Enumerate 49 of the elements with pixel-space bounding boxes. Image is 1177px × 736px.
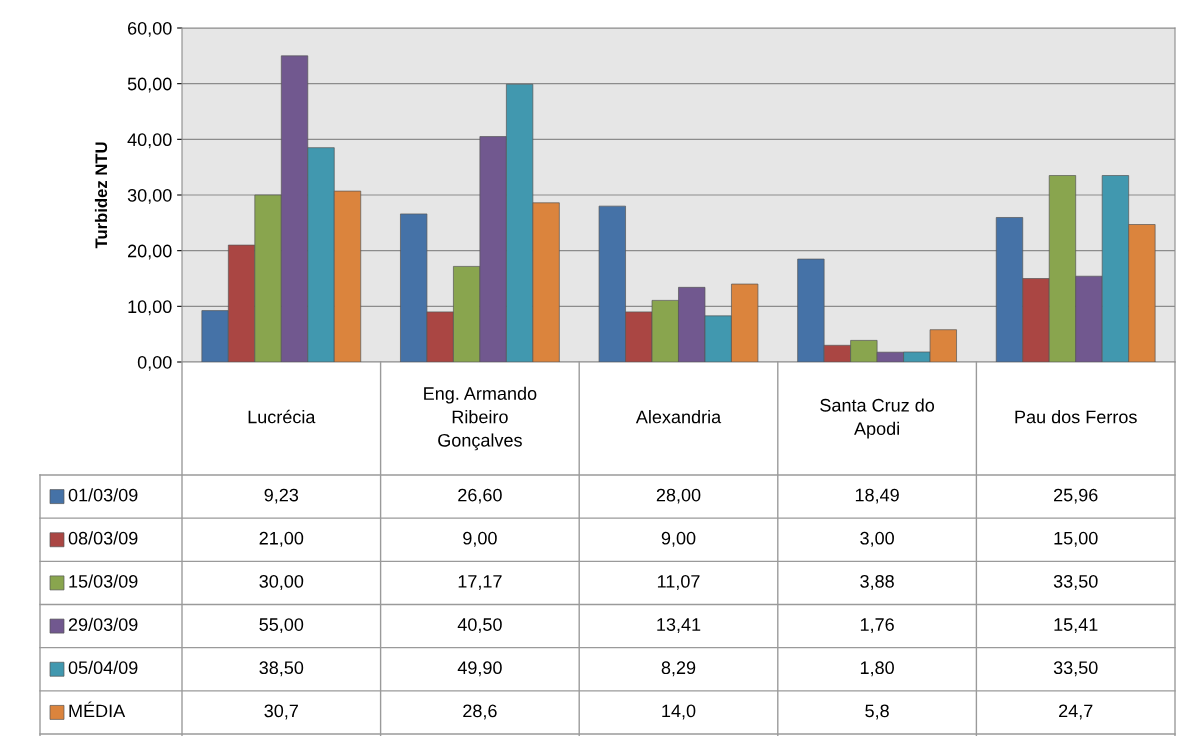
y-tick-label: 10,00 [128,300,172,316]
data-label: 9,23 [264,488,299,504]
data-label: 18,49 [855,488,899,504]
x-tick-label: Lucrécia [248,409,316,424]
y-tick-label: 30,00 [127,188,172,204]
x-tick-label: Eng. Armando Ribeiro Gonçalves [424,386,537,451]
x-tick-label: Alexandria [635,410,722,424]
legend-label: 15/03/09 [69,574,138,588]
data-label: 25,96 [1054,488,1098,504]
data-label: 9,00 [661,531,696,547]
legend-label: 08/03/09 [68,531,138,545]
data-label: 21,00 [259,531,304,547]
y-axis-title: Turbidez NTU [94,142,108,249]
data-label: 5,8 [865,704,889,720]
data-label: 15,00 [1054,531,1098,547]
data-label: 30,00 [259,574,304,590]
y-tick-label: 20,00 [128,244,172,260]
data-label: 3,00 [860,531,894,547]
data-label: 9,00 [463,531,497,547]
data-label: 3,88 [860,574,894,590]
y-tick-label: 50,00 [127,77,172,93]
data-label: 1,76 [860,618,894,634]
data-label: 49,90 [457,661,502,677]
data-label: 17,17 [458,575,502,590]
y-tick-label: 40,00 [127,133,172,149]
x-tick-label: Santa Cruz do Apodi [820,398,935,439]
data-label: 28,6 [463,704,497,720]
legend-label: 05/04/09 [68,660,138,675]
data-label: 14,0 [662,704,696,720]
legend-label: 29/03/09 [68,617,138,631]
data-label: 38,50 [259,661,304,677]
data-label: 26,60 [458,488,502,504]
y-tick-label: 0,00 [137,355,172,371]
data-label: 11,07 [657,574,700,590]
y-tick-label: 60,00 [128,21,172,37]
data-label: 24,7 [1059,704,1093,720]
data-label: 33,50 [1053,574,1098,590]
data-label: 1,80 [860,661,894,677]
data-label: 30,7 [264,704,298,720]
data-label: 15,41 [1054,618,1098,634]
data-label: 13,41 [657,618,701,634]
legend-label: 01/03/09 [68,488,138,502]
data-label: 33,50 [1053,661,1098,677]
data-label: 8,29 [661,661,696,677]
legend-label: MÉDIA [69,701,126,718]
data-label: 40,50 [457,618,502,634]
x-tick-label: Pau dos Ferros [1015,410,1137,424]
data-label: 28,00 [656,488,701,504]
data-label: 55,00 [259,618,304,634]
